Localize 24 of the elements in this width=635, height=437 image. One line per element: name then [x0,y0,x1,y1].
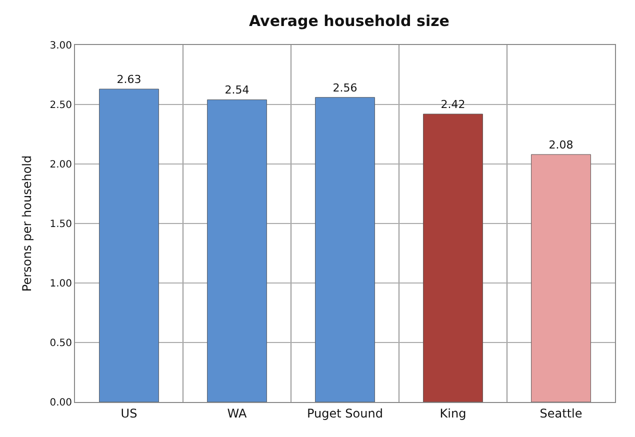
y-tick-label: 2.00 [50,160,72,170]
x-tick-label: US [120,406,138,420]
bar [315,97,375,402]
x-tick-label: Puget Sound [307,406,383,420]
data-label: 2.42 [440,98,466,112]
data-label: 2.08 [548,138,574,152]
y-tick-label: 3.00 [50,40,72,52]
data-label: 2.54 [224,84,250,97]
y-axis-title: Persons per household [20,155,34,292]
bar [99,88,159,402]
bar [423,114,483,402]
x-tick-label: King [440,406,466,420]
y-tick-label: 2.50 [50,100,72,111]
y-tick-label: 1.00 [50,278,72,290]
x-tick-label: WA [227,406,248,420]
chart-title: Average household size [248,12,450,30]
y-tick-label: 0.50 [50,338,72,349]
data-label: 2.56 [332,81,358,94]
bar [531,154,591,402]
x-tick-label: Seattle [540,406,582,420]
bar [207,99,267,402]
data-label: 2.63 [116,73,142,86]
y-tick-label: 0.00 [50,398,72,408]
y-tick-label: 1.50 [50,219,72,230]
